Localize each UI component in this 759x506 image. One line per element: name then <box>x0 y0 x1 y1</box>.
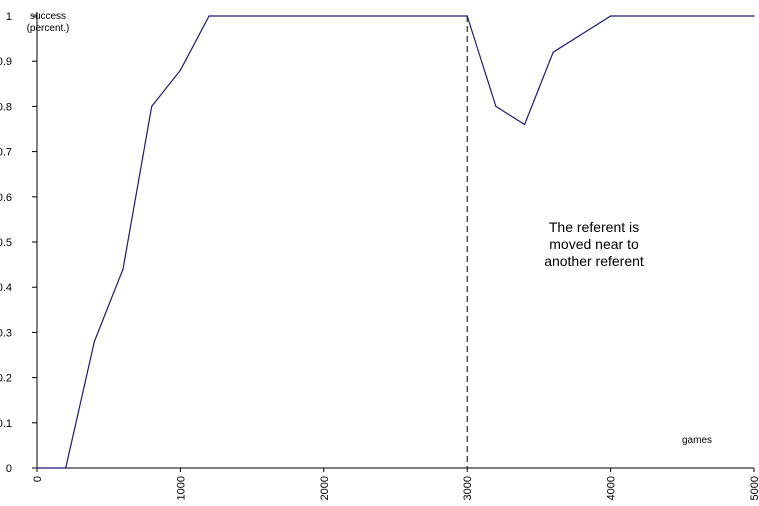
data-point <box>638 15 640 17</box>
y-axis-title-line: (percent.) <box>27 23 70 34</box>
y-tick-label: 0.9 <box>0 56 12 68</box>
data-point <box>753 15 755 17</box>
data-point <box>323 15 325 17</box>
data-point <box>696 15 698 17</box>
x-tick-label: 5000 <box>749 476 759 500</box>
annotation-line: another referent <box>544 253 644 269</box>
data-point <box>179 69 181 71</box>
series-layer <box>36 15 755 469</box>
data-point <box>122 268 124 270</box>
x-tick-label: 2000 <box>319 476 331 500</box>
data-point <box>552 51 554 53</box>
data-point <box>151 105 153 107</box>
data-point <box>380 15 382 17</box>
success-series-line <box>37 15 754 469</box>
annotation-line: The referent is <box>549 219 639 235</box>
data-point <box>409 15 411 17</box>
data-point <box>610 15 612 17</box>
annotation-line: moved near to <box>549 236 639 252</box>
data-point <box>93 340 95 343</box>
y-tick-label: 1 <box>6 11 12 23</box>
y-tick-label: 0.5 <box>0 237 12 249</box>
x-tick-label: 3000 <box>462 476 474 500</box>
data-point <box>667 15 669 17</box>
y-tick-label: 0.7 <box>0 147 12 159</box>
data-point <box>523 123 526 126</box>
data-point <box>724 15 726 17</box>
data-point <box>265 15 268 17</box>
data-point <box>466 15 468 17</box>
x-tick-label: 4000 <box>606 476 618 500</box>
data-point <box>581 33 583 35</box>
data-point <box>237 15 239 17</box>
y-tick-label: 0.8 <box>0 101 12 113</box>
labels: success(percent.) games The referent ismov… <box>27 11 712 446</box>
axes <box>36 12 754 469</box>
y-tick-label: 0.2 <box>0 373 12 385</box>
y-tick-label: 0.6 <box>0 192 12 204</box>
data-point <box>351 15 354 17</box>
data-point <box>495 105 497 107</box>
x-tick-label: 1000 <box>175 476 187 500</box>
data-point <box>208 15 210 17</box>
data-point <box>294 15 296 17</box>
x-tick-label: 0 <box>32 476 44 482</box>
ticks: 0 0.1 0.2 0.3 0.4 0.5 0.6 0.7 0.8 0.9 1 0 1000 2000 30… <box>0 11 759 500</box>
y-tick-label: 0.4 <box>0 282 12 294</box>
y-axis-title-line: success <box>30 11 66 22</box>
data-point <box>437 15 440 17</box>
data-point <box>65 467 67 469</box>
y-tick-label: 0.1 <box>0 418 12 430</box>
data-point <box>36 467 38 469</box>
x-axis-title: games <box>682 435 712 446</box>
y-tick-label: 0 <box>6 463 12 475</box>
y-tick-label: 0.3 <box>0 327 12 339</box>
